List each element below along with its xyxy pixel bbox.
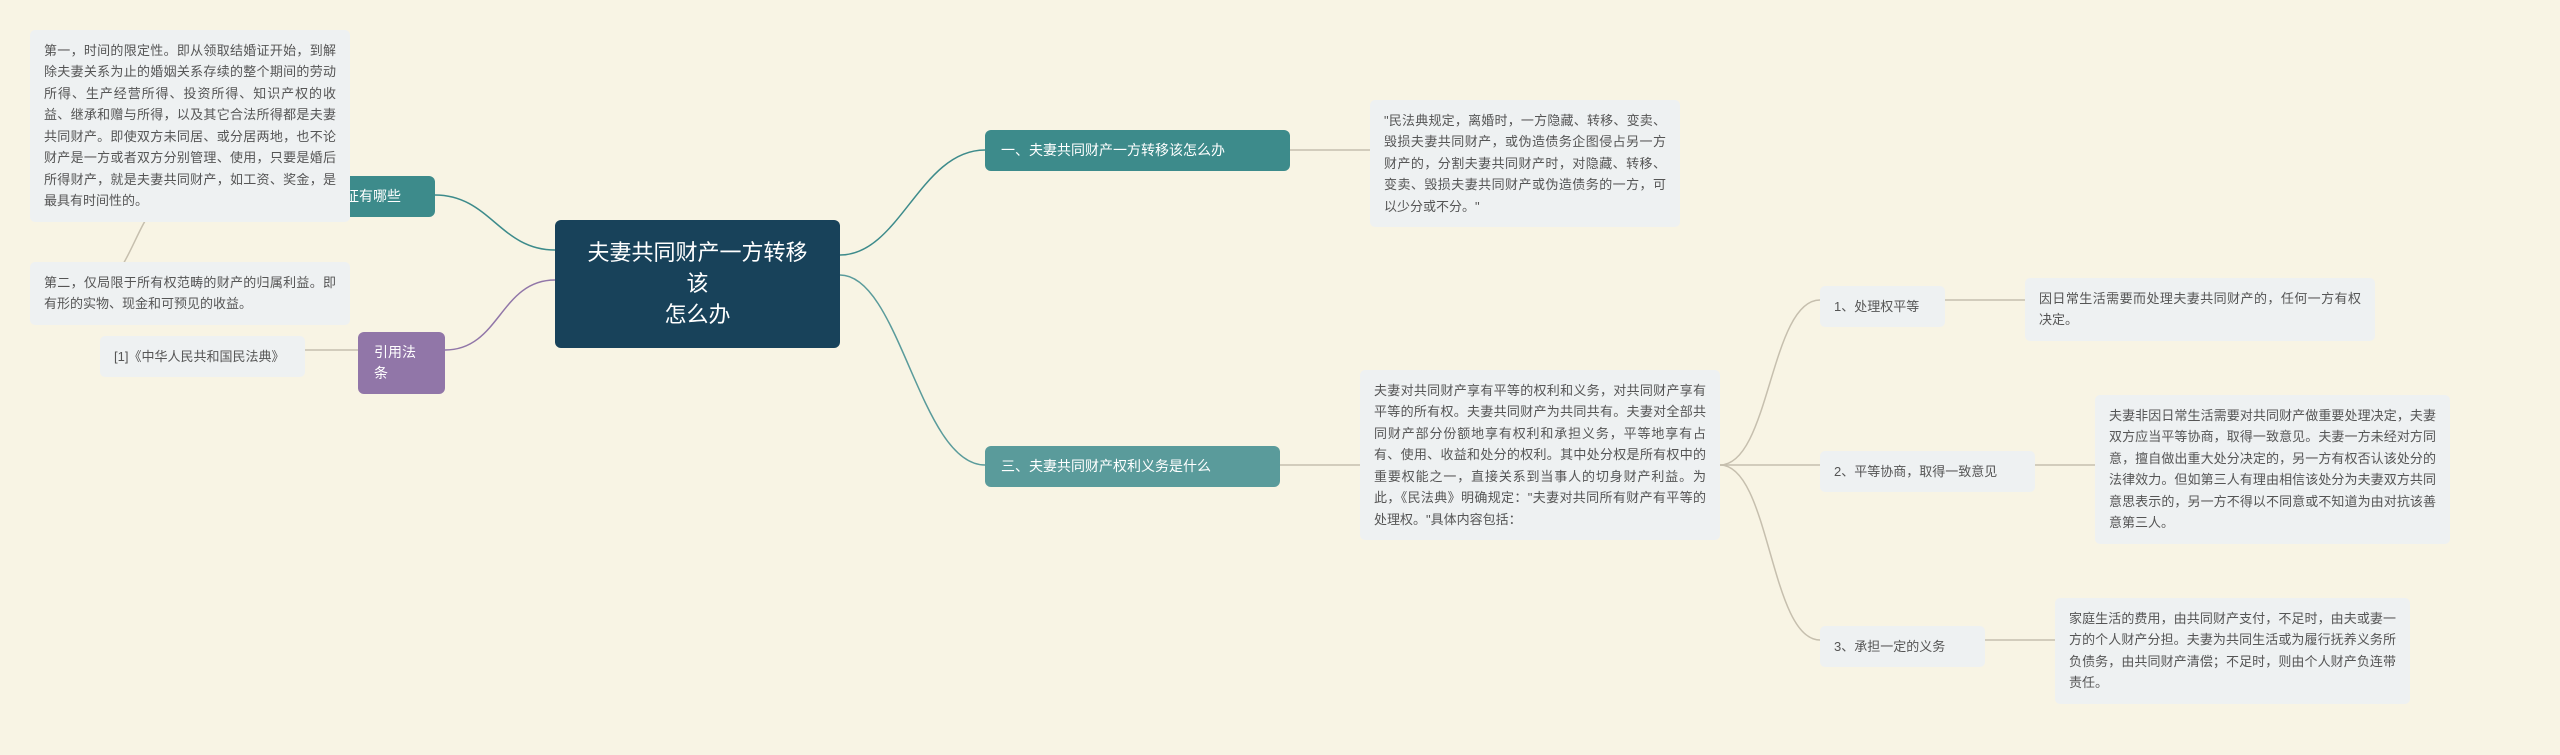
branch-3-sub2-label: 2、平等协商，取得一致意见 [1834, 464, 1997, 479]
branch-3-sub1: 1、处理权平等 [1820, 286, 1945, 327]
branch-3-sub3-leaf-text: 家庭生活的费用，由共同财产支付，不足时，由夫或妻一方的个人财产分担。夫妻为共同生… [2069, 611, 2396, 690]
root-label: 夫妻共同财产一方转移该怎么办 [587, 240, 807, 327]
branch-4: 引用法条 [358, 332, 445, 394]
root-node: 夫妻共同财产一方转移该怎么办 [555, 220, 840, 348]
branch-4-leaf-text: [1]《中华人民共和国民法典》 [114, 349, 284, 364]
branch-2-leaf2-text: 第二，仅局限于所有权范畴的财产的归属利益。即有形的实物、现金和可预见的收益。 [44, 275, 336, 311]
branch-3-sub1-label: 1、处理权平等 [1834, 299, 1919, 314]
branch-4-label: 引用法条 [374, 344, 416, 381]
branch-3-sub2-leaf-text: 夫妻非因日常生活需要对共同财产做重要处理决定，夫妻双方应当平等协商，取得一致意见… [2109, 408, 2436, 530]
branch-1: 一、夫妻共同财产一方转移该怎么办 [985, 130, 1290, 171]
branch-2-leaf1-text: 第一，时间的限定性。即从领取结婚证开始，到解除夫妻关系为止的婚姻关系存续的整个期… [44, 43, 336, 208]
branch-3-label: 三、夫妻共同财产权利义务是什么 [1001, 458, 1211, 474]
branch-2-leaf1: 第一，时间的限定性。即从领取结婚证开始，到解除夫妻关系为止的婚姻关系存续的整个期… [30, 30, 350, 222]
branch-1-leaf: "民法典规定，离婚时，一方隐藏、转移、变卖、毁损夫妻共同财产，或伪造债务企图侵占… [1370, 100, 1680, 227]
branch-3-sub3: 3、承担一定的义务 [1820, 626, 1985, 667]
branch-3: 三、夫妻共同财产权利义务是什么 [985, 446, 1280, 487]
branch-3-sub3-label: 3、承担一定的义务 [1834, 639, 1945, 654]
branch-4-leaf: [1]《中华人民共和国民法典》 [100, 336, 305, 377]
branch-2-leaf2: 第二，仅局限于所有权范畴的财产的归属利益。即有形的实物、现金和可预见的收益。 [30, 262, 350, 325]
branch-3-sub2-leaf: 夫妻非因日常生活需要对共同财产做重要处理决定，夫妻双方应当平等协商，取得一致意见… [2095, 395, 2450, 544]
branch-1-leaf-text: "民法典规定，离婚时，一方隐藏、转移、变卖、毁损夫妻共同财产，或伪造债务企图侵占… [1384, 113, 1666, 214]
branch-3-sub3-leaf: 家庭生活的费用，由共同财产支付，不足时，由夫或妻一方的个人财产分担。夫妻为共同生… [2055, 598, 2410, 704]
branch-3-sub1-leaf: 因日常生活需要而处理夫妻共同财产的，任何一方有权决定。 [2025, 278, 2375, 341]
branch-3-desc-text: 夫妻对共同财产享有平等的权利和义务，对共同财产享有平等的所有权。夫妻共同财产为共… [1374, 383, 1706, 527]
branch-3-sub2: 2、平等协商，取得一致意见 [1820, 451, 2035, 492]
branch-1-label: 一、夫妻共同财产一方转移该怎么办 [1001, 142, 1225, 158]
branch-3-desc: 夫妻对共同财产享有平等的权利和义务，对共同财产享有平等的所有权。夫妻共同财产为共… [1360, 370, 1720, 540]
branch-3-sub1-leaf-text: 因日常生活需要而处理夫妻共同财产的，任何一方有权决定。 [2039, 291, 2361, 327]
